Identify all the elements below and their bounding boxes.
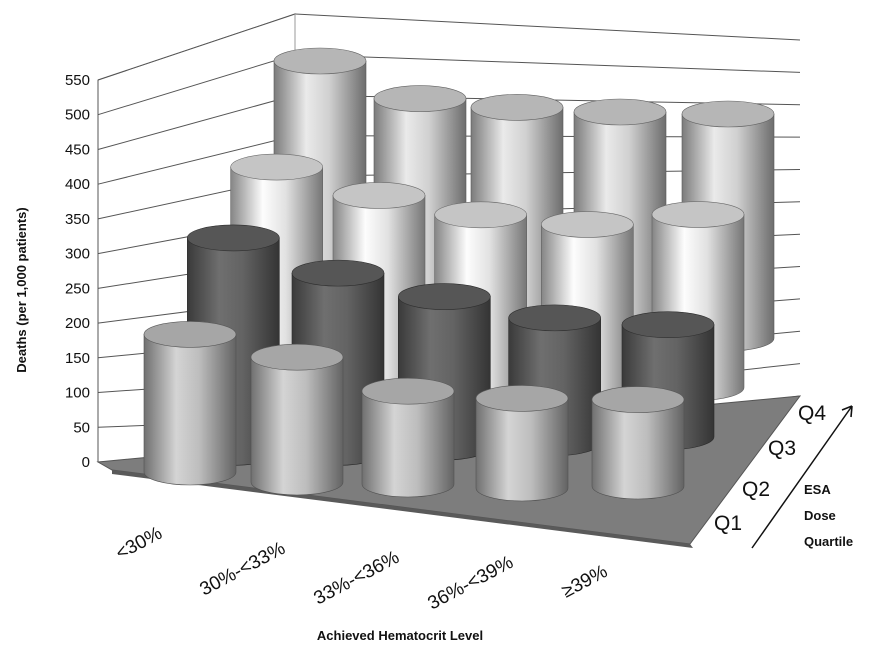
category-label: 36%-<39% xyxy=(424,552,516,614)
category-label: ≥39% xyxy=(558,561,611,602)
y-tick-label: 400 xyxy=(65,176,90,193)
category-label: <30% xyxy=(112,523,165,565)
y-tick-label: 50 xyxy=(73,419,90,436)
depth-arrow xyxy=(751,405,853,549)
z-axis-title-line-2: Dose xyxy=(804,508,836,523)
bar-Q1-2 xyxy=(361,377,455,498)
y-tick-label: 100 xyxy=(65,385,90,402)
bar-Q1-1 xyxy=(250,343,344,496)
y-tick-labels: 0 50 100 150 200 250 300 350 400 450 500 550 xyxy=(65,72,90,471)
bar-Q1-0 xyxy=(143,321,237,486)
x-axis-title: Achieved Hematocrit Level xyxy=(317,628,483,643)
bar-Q1-3 xyxy=(475,385,569,502)
grid-line-back xyxy=(294,13,801,41)
grid-line-side xyxy=(97,94,296,150)
bar-Q1-4 xyxy=(591,386,685,500)
y-tick-label: 450 xyxy=(65,142,90,159)
grid-line-side xyxy=(97,54,296,116)
series-label-q2: Q2 xyxy=(742,478,770,501)
y-tick-label: 500 xyxy=(65,107,90,124)
series-label-q3: Q3 xyxy=(768,437,796,460)
y-tick-label: 550 xyxy=(65,72,90,89)
bars-layer xyxy=(143,47,775,502)
y-axis-title: Deaths (per 1,000 patients) xyxy=(14,207,29,372)
y-tick-label: 200 xyxy=(65,315,90,332)
z-axis-title-line-3: Quartile xyxy=(804,534,853,549)
series-label-q4: Q4 xyxy=(798,402,826,425)
y-tick-label: 0 xyxy=(82,454,90,471)
grid-line-side xyxy=(97,13,296,81)
y-tick-label: 350 xyxy=(65,211,90,228)
series-label-q1: Q1 xyxy=(714,512,742,535)
floor-front-edge xyxy=(112,470,693,548)
grid-line-side xyxy=(97,135,296,185)
z-axis-title-line-1: ESA xyxy=(804,482,831,497)
y-tick-label: 250 xyxy=(65,280,90,297)
category-label: 30%-<33% xyxy=(196,538,288,600)
category-label: 33%-<36% xyxy=(310,547,402,609)
y-tick-label: 150 xyxy=(65,350,90,367)
y-tick-label: 300 xyxy=(65,246,90,263)
grid-line-back xyxy=(294,54,801,73)
category-labels: <30% 30%-<33% 33%-<36% 36%-<39% ≥39% xyxy=(112,523,611,615)
